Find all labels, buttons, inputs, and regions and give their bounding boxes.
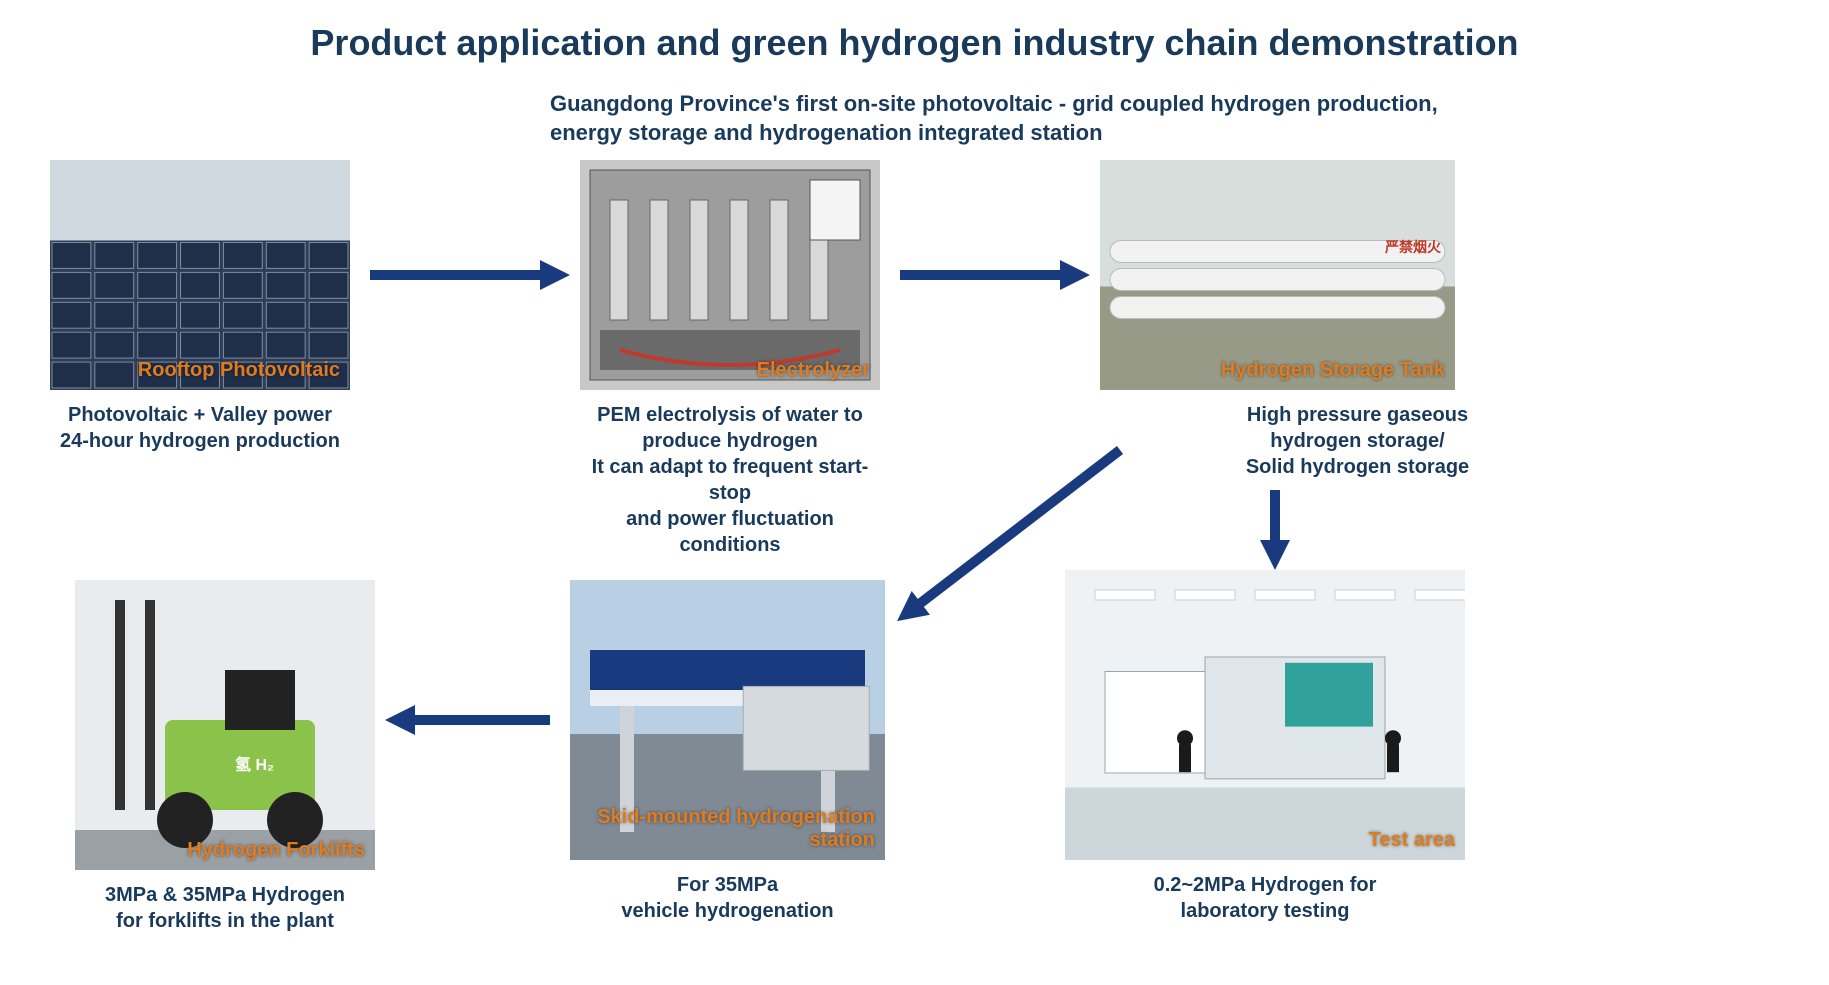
node-image-pv: Rooftop Photovoltaic [50, 160, 350, 390]
node-caption-station: For 35MPa vehicle hydrogenation [570, 872, 885, 924]
node-storage: 严禁烟火 Hydrogen Storage Tank High pressure g… [1100, 160, 1535, 480]
node-image-station: Skid-mounted hydrogenation station [570, 580, 885, 860]
node-image-electrolyzer: Electrolyzer [580, 160, 880, 390]
page-subtitle: Guangdong Province's first on-site photo… [550, 90, 1470, 147]
node-image-storage: 严禁烟火 Hydrogen Storage Tank [1100, 160, 1455, 390]
node-forklift: 氢 H₂ Hydrogen Forklifts 3MPa & 35MPa Hydro… [75, 580, 375, 934]
page-title: Product application and green hydrogen i… [0, 22, 1829, 64]
node-caption-electrolyzer: PEM electrolysis of water to produce hyd… [580, 402, 880, 558]
node-caption-storage: High pressure gaseous hydrogen storage/ … [1180, 402, 1535, 480]
node-label-testarea: Test area [1369, 829, 1455, 852]
node-label-pv: Rooftop Photovoltaic [138, 359, 340, 382]
node-testarea: Test area 0.2~2MPa Hydrogen for laborator… [1065, 570, 1465, 924]
node-electrolyzer: Electrolyzer PEM electrolysis of water to… [580, 160, 880, 558]
node-image-forklift: 氢 H₂ Hydrogen Forklifts [75, 580, 375, 870]
node-station: Skid-mounted hydrogenation station For 35… [570, 580, 885, 924]
node-image-testarea: Test area [1065, 570, 1465, 860]
node-label-storage: Hydrogen Storage Tank [1221, 359, 1445, 382]
node-pv: Rooftop Photovoltaic Photovoltaic + Valle… [50, 160, 350, 454]
node-caption-pv: Photovoltaic + Valley power 24-hour hydr… [50, 402, 350, 454]
node-label-station: Skid-mounted hydrogenation station [570, 806, 875, 852]
node-label-forklift: Hydrogen Forklifts [187, 839, 365, 862]
svg-text:严禁烟火: 严禁烟火 [1384, 239, 1442, 255]
node-caption-testarea: 0.2~2MPa Hydrogen for laboratory testing [1065, 872, 1465, 924]
svg-text:氢 H₂: 氢 H₂ [235, 755, 274, 774]
node-caption-forklift: 3MPa & 35MPa Hydrogen for forklifts in t… [75, 882, 375, 934]
node-label-electrolyzer: Electrolyzer [757, 359, 870, 382]
